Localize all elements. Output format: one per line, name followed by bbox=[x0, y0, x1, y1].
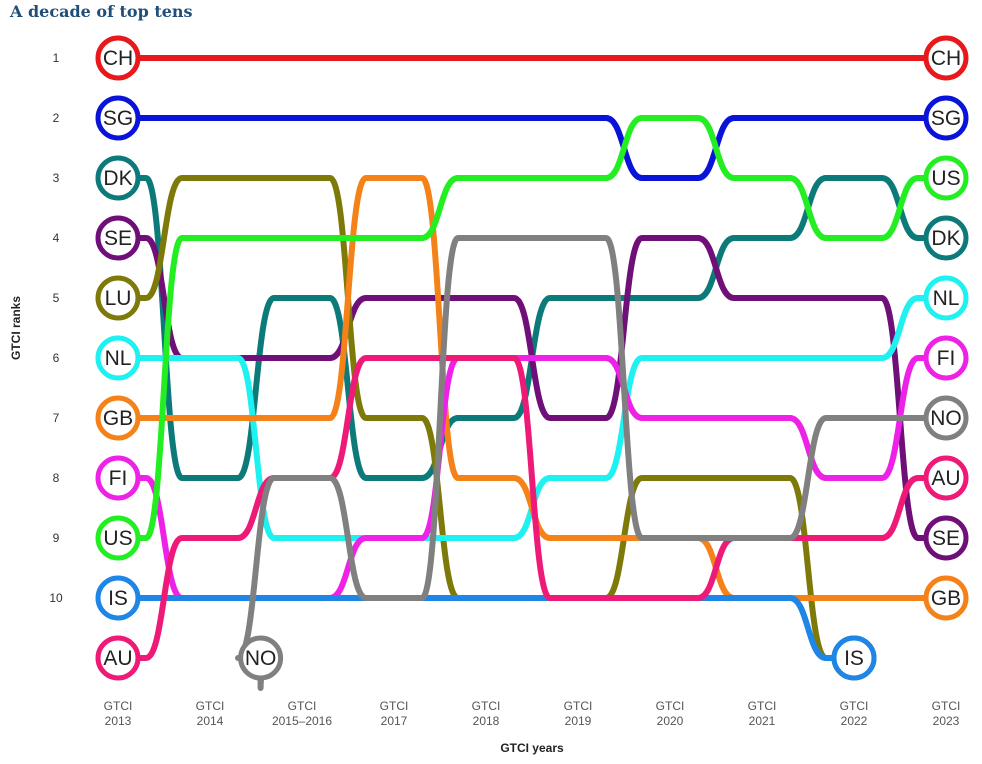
node-gb-start: GB bbox=[95, 395, 141, 441]
rank-tick-label: 5 bbox=[53, 291, 60, 305]
node-lu-start: LU bbox=[95, 275, 141, 321]
node-us-start: US bbox=[95, 515, 141, 561]
svg-text:GB: GB bbox=[103, 407, 133, 430]
rank-tick-label: 9 bbox=[53, 531, 60, 545]
year-tick-label: GTCI 2021 bbox=[748, 699, 777, 728]
series-line-sg bbox=[115, 115, 949, 181]
rank-tick-label: 3 bbox=[53, 171, 60, 185]
svg-text:AU: AU bbox=[931, 467, 960, 490]
year-tick-label: GTCI 2023 bbox=[932, 699, 961, 728]
svg-text:LU: LU bbox=[105, 287, 132, 310]
node-gb-end: GB bbox=[923, 575, 969, 621]
node-us-end: US bbox=[923, 155, 969, 201]
node-se-start: SE bbox=[95, 215, 141, 261]
node-fi-start: FI bbox=[95, 455, 141, 501]
series-lines bbox=[115, 54, 949, 691]
svg-text:NO: NO bbox=[930, 407, 962, 430]
series-line-is bbox=[115, 595, 857, 661]
rank-tick-label: 1 bbox=[53, 51, 60, 65]
year-tick-label: GTCI 2013 bbox=[104, 699, 133, 728]
axes: 1 2 3 4 5 6 7 8 9 10 GTCI 2013 GTCI 2014 GTCI 2015–2016… bbox=[9, 51, 960, 755]
node-se-end: SE bbox=[923, 515, 969, 561]
year-tick-label: GTCI 2014 bbox=[196, 699, 225, 728]
series-line-lu bbox=[115, 175, 857, 661]
svg-text:SE: SE bbox=[104, 227, 132, 250]
node-ch-start: CH bbox=[95, 35, 141, 81]
series-line-se bbox=[115, 235, 949, 541]
svg-text:SE: SE bbox=[932, 527, 960, 550]
year-tick-label: GTCI 2022 bbox=[840, 699, 869, 728]
series-line-no bbox=[235, 235, 949, 691]
node-au-end: AU bbox=[923, 455, 969, 501]
rank-tick-label: 6 bbox=[53, 351, 60, 365]
svg-text:IS: IS bbox=[108, 587, 128, 610]
node-no-end: NO bbox=[923, 395, 969, 441]
y-axis-title: GTCI ranks bbox=[9, 296, 23, 360]
node-no-start: NO bbox=[238, 635, 284, 681]
series-line-dk bbox=[115, 175, 949, 481]
node-nl-end: NL bbox=[923, 275, 969, 321]
year-tick-label: GTCI 2017 bbox=[380, 699, 409, 728]
svg-text:NL: NL bbox=[933, 287, 960, 310]
rank-tick-label: 7 bbox=[53, 411, 60, 425]
svg-text:CH: CH bbox=[931, 47, 961, 70]
svg-text:NL: NL bbox=[105, 347, 132, 370]
node-sg-end: SG bbox=[923, 95, 969, 141]
node-sg-start: SG bbox=[95, 95, 141, 141]
x-axis-title: GTCI years bbox=[500, 741, 564, 755]
year-tick-label: GTCI 2015–2016 bbox=[272, 699, 332, 728]
svg-text:DK: DK bbox=[103, 167, 132, 190]
series-nodes: CH CH SG SG DK DK SE SE LU NL NL GB GB FI FI US US IS AU AU… bbox=[95, 35, 969, 681]
year-tick-label: GTCI 2018 bbox=[472, 699, 501, 728]
svg-text:SG: SG bbox=[931, 107, 961, 130]
series-line-au bbox=[115, 355, 949, 661]
node-ch-end: CH bbox=[923, 35, 969, 81]
svg-text:GB: GB bbox=[931, 587, 961, 610]
chart-title: A decade of top tens bbox=[10, 2, 193, 21]
svg-text:SG: SG bbox=[103, 107, 133, 130]
svg-text:FI: FI bbox=[109, 467, 128, 490]
year-tick-label: GTCI 2019 bbox=[564, 699, 593, 728]
svg-text:NO: NO bbox=[245, 647, 277, 670]
node-nl-start: NL bbox=[95, 335, 141, 381]
node-au-start: AU bbox=[95, 635, 141, 681]
svg-text:DK: DK bbox=[931, 227, 960, 250]
node-dk-start: DK bbox=[95, 155, 141, 201]
svg-text:US: US bbox=[931, 167, 960, 190]
node-is-start: IS bbox=[95, 575, 141, 621]
svg-text:FI: FI bbox=[937, 347, 956, 370]
rank-tick-label: 8 bbox=[53, 471, 60, 485]
rank-tick-label: 10 bbox=[49, 591, 63, 605]
node-fi-end: FI bbox=[923, 335, 969, 381]
rank-tick-label: 4 bbox=[53, 231, 60, 245]
svg-text:IS: IS bbox=[844, 647, 864, 670]
year-tick-label: GTCI 2020 bbox=[656, 699, 685, 728]
svg-text:US: US bbox=[103, 527, 132, 550]
node-is-end: IS bbox=[831, 635, 877, 681]
node-dk-end: DK bbox=[923, 215, 969, 261]
svg-text:CH: CH bbox=[103, 47, 133, 70]
rank-tick-label: 2 bbox=[53, 111, 60, 125]
svg-text:AU: AU bbox=[103, 647, 132, 670]
series-line-us bbox=[115, 115, 949, 541]
